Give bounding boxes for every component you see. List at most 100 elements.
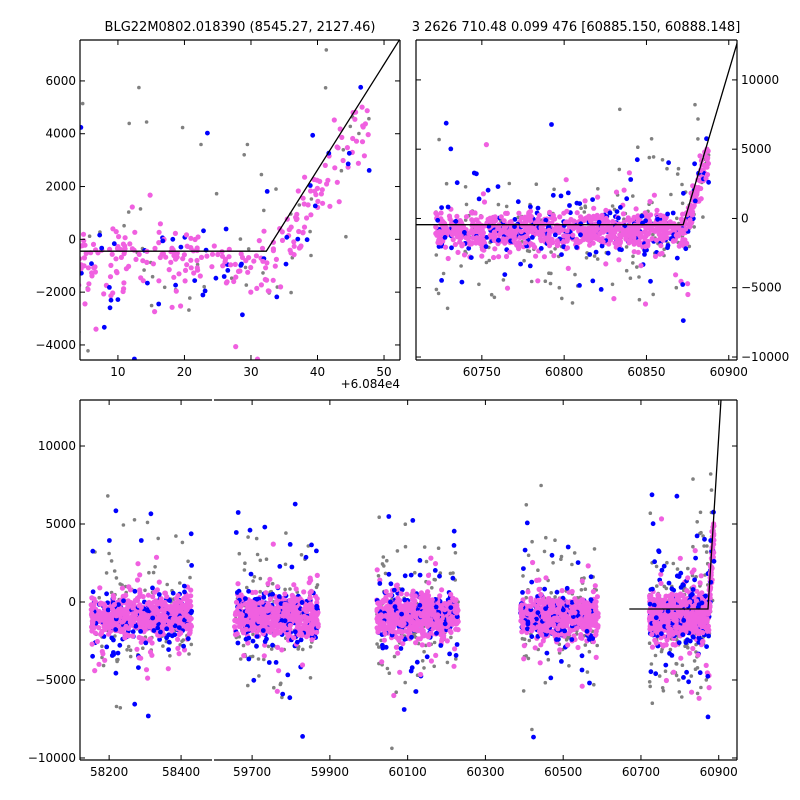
x-tick-label: 40 (310, 365, 325, 379)
point-gray (142, 268, 146, 272)
point-gray (659, 649, 664, 654)
point-magenta (289, 607, 296, 613)
point-magenta (122, 243, 128, 249)
point-gray (507, 181, 512, 186)
point-magenta (176, 271, 182, 277)
point-blue (213, 275, 219, 281)
point-blue (178, 244, 184, 250)
point-magenta (515, 244, 522, 250)
point-gray (583, 643, 588, 647)
x-tick-label: 60850 (627, 365, 665, 379)
point-blue (133, 623, 139, 629)
point-magenta (562, 220, 569, 226)
point-magenta (496, 254, 502, 260)
point-gray (708, 472, 713, 476)
point-magenta (184, 243, 190, 249)
point-magenta (159, 251, 165, 257)
point-blue (605, 250, 611, 256)
point-magenta (152, 245, 158, 251)
point-blue (683, 246, 689, 252)
point-gray (258, 558, 263, 563)
point-magenta (110, 226, 116, 232)
point-gray (104, 571, 109, 575)
point-blue (188, 531, 194, 537)
point-blue (399, 611, 404, 617)
point-gray (573, 272, 577, 277)
point-blue (451, 543, 457, 548)
point-gray (165, 582, 169, 587)
point-magenta (623, 236, 629, 242)
point-magenta (314, 185, 320, 191)
point-magenta (395, 650, 401, 656)
point-magenta (305, 202, 311, 208)
point-magenta (447, 628, 453, 634)
point-magenta (295, 188, 301, 194)
point-gray (547, 271, 551, 276)
point-magenta (660, 237, 666, 243)
point-magenta (138, 275, 144, 281)
point-magenta (282, 591, 288, 597)
point-magenta (452, 241, 458, 248)
point-gray (383, 571, 388, 576)
point-magenta (118, 608, 124, 614)
point-magenta (481, 199, 488, 205)
point-magenta (658, 212, 664, 218)
point-blue (466, 245, 472, 251)
point-magenta (337, 126, 343, 132)
point-blue (205, 130, 210, 136)
point-blue (577, 201, 583, 207)
point-gray (674, 661, 678, 666)
point-magenta (178, 303, 184, 309)
point-gray (246, 247, 251, 251)
point-magenta (273, 256, 279, 262)
point-blue (617, 247, 623, 252)
point-gray (592, 547, 597, 551)
point-gray (128, 654, 133, 659)
point-gray (229, 276, 234, 281)
point-magenta (420, 613, 426, 619)
title-right: 3 2626 710.48 0.099 476 [60885.150, 6088… (412, 20, 741, 35)
point-magenta (314, 629, 320, 635)
point-magenta (157, 221, 163, 227)
point-magenta (578, 214, 584, 220)
point-blue (176, 625, 182, 630)
point-magenta (166, 267, 172, 273)
point-blue (642, 248, 648, 253)
point-magenta (123, 266, 129, 272)
point-magenta (261, 228, 267, 234)
point-magenta (496, 232, 502, 238)
point-blue (607, 210, 613, 216)
point-blue (254, 643, 259, 649)
point-gray (242, 153, 246, 157)
point-magenta (267, 576, 273, 582)
point-magenta (279, 237, 286, 243)
point-magenta (327, 203, 333, 209)
point-gray (449, 635, 453, 640)
point-blue (145, 713, 151, 719)
point-magenta (516, 210, 522, 216)
point-magenta (694, 189, 700, 195)
point-magenta (172, 600, 178, 606)
point-magenta (452, 646, 458, 652)
point-magenta (524, 227, 530, 233)
point-magenta (386, 616, 392, 622)
point-magenta (535, 278, 541, 284)
point-gray (262, 657, 266, 662)
point-gray (579, 588, 584, 592)
point-gray (309, 197, 314, 201)
point-gray (651, 155, 656, 159)
point-gray (114, 704, 119, 709)
point-gray (252, 575, 257, 579)
point-magenta (258, 282, 264, 288)
point-gray (178, 581, 182, 585)
point-blue (160, 238, 166, 244)
point-magenta (251, 258, 257, 264)
point-blue (143, 640, 149, 646)
point-magenta (180, 256, 186, 262)
point-blue (435, 217, 441, 223)
point-magenta (603, 261, 609, 267)
point-magenta (159, 607, 165, 613)
point-gray (187, 652, 191, 656)
point-magenta (307, 590, 313, 596)
model-line (416, 41, 737, 226)
